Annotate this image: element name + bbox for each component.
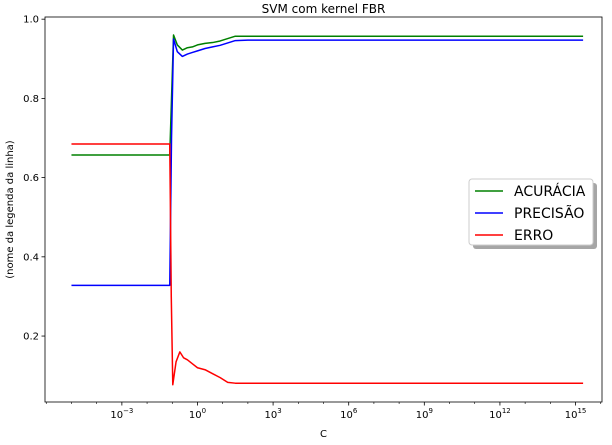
- y-tick-label-4: 1.0: [23, 15, 39, 26]
- x-tick-exponent-2: 3: [277, 407, 281, 415]
- y-tick-label-2: 0.6: [23, 173, 39, 184]
- x-tick-exponent-0: −3: [123, 407, 133, 415]
- legend-label-2: ERRO: [514, 228, 553, 244]
- x-tick-exponent-5: 12: [502, 407, 511, 415]
- y-tick-label-1: 0.4: [23, 252, 39, 263]
- legend-label-1: PRECISÃO: [514, 205, 584, 222]
- legend-items: ACURÁCIA PRECISÃO ERRO: [475, 183, 586, 244]
- legend-label-0: ACURÁCIA: [514, 183, 586, 200]
- chart-title: SVM com kernel FBR: [262, 2, 386, 16]
- y-axis-ticks: 0.2 0.4 0.6 0.8 1.0: [23, 15, 45, 343]
- series-line-1: [71, 38, 584, 287]
- y-tick-label-0: 0.2: [23, 332, 39, 343]
- legend-box: [468, 178, 594, 246]
- x-tick-exponent-1: 0: [202, 407, 206, 415]
- y-tick-label-3: 0.8: [23, 94, 39, 105]
- y-axis-label: (nome da legenda da linha): [5, 140, 16, 279]
- x-axis-label: C: [320, 429, 327, 440]
- series-line-2: [71, 143, 584, 386]
- x-tick-exponent-3: 6: [353, 407, 358, 415]
- x-tick-exponent-4: 9: [428, 407, 432, 415]
- x-tick-exponent-6: 15: [577, 407, 586, 415]
- legend: ACURÁCIA PRECISÃO ERRO: [468, 178, 597, 249]
- series-layer: [71, 34, 584, 386]
